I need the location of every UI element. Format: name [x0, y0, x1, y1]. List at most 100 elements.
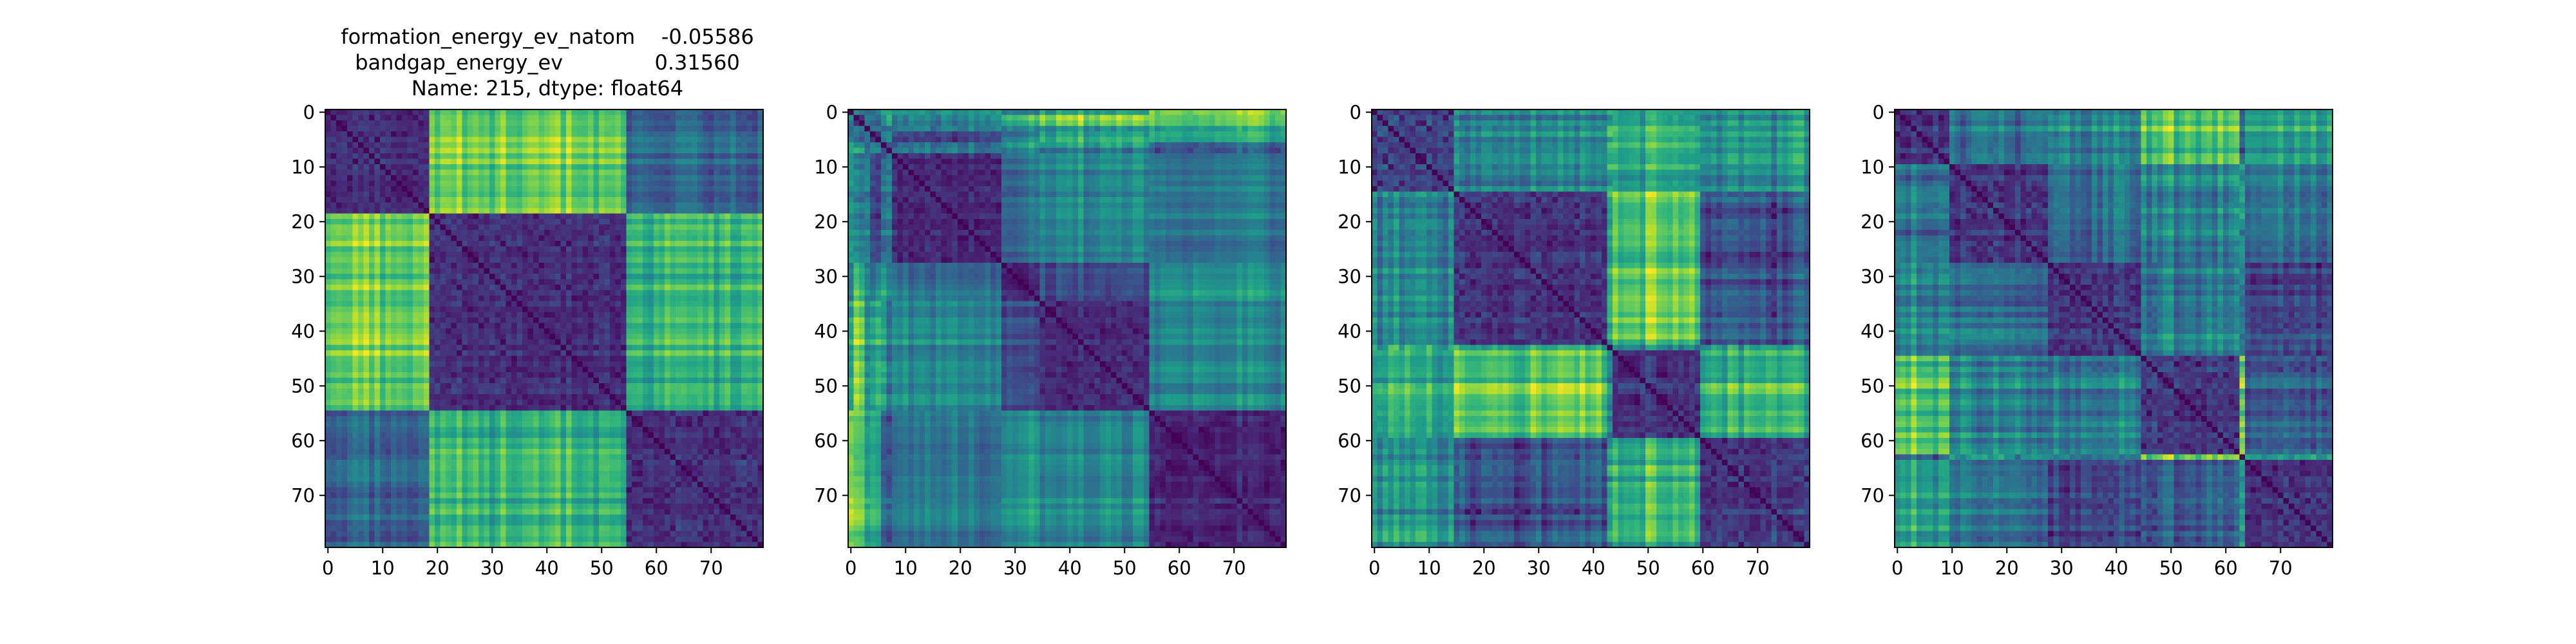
heatmap-cell	[572, 252, 578, 258]
heatmap-cell	[670, 285, 676, 290]
heatmap-cell	[440, 159, 446, 165]
heatmap-cell	[703, 328, 709, 334]
heatmap-cell	[457, 444, 462, 450]
heatmap-cell	[369, 361, 375, 367]
heatmap-cell	[561, 350, 567, 356]
heatmap-cell	[544, 258, 550, 263]
heatmap-cell	[752, 334, 758, 340]
heatmap-cell	[462, 328, 468, 334]
heatmap-cell	[457, 131, 462, 137]
heatmap-cell	[736, 334, 742, 340]
heatmap-cell	[511, 334, 517, 340]
heatmap-cell	[331, 247, 337, 252]
heatmap-cell	[331, 328, 337, 334]
heatmap-cell	[451, 247, 457, 252]
figure-title-line-2: bandgap_energy_ev 0.31560	[355, 50, 740, 75]
heatmap-cell	[621, 186, 627, 192]
heatmap-cell	[676, 356, 681, 362]
heatmap-cell	[714, 186, 720, 192]
heatmap-cell	[703, 181, 709, 187]
heatmap-cell	[533, 416, 539, 422]
heatmap-cell	[649, 186, 654, 192]
heatmap-cell	[402, 296, 408, 301]
heatmap-cell	[364, 153, 370, 159]
heatmap-cell	[638, 247, 643, 252]
heatmap-cell	[473, 279, 479, 285]
heatmap-cell	[594, 241, 600, 247]
heatmap-cell	[331, 208, 337, 214]
heatmap-cell	[435, 367, 440, 373]
heatmap-cell	[708, 339, 714, 345]
heatmap-cell	[627, 405, 632, 411]
heatmap-cell	[627, 109, 632, 115]
heatmap-cell	[708, 219, 714, 225]
heatmap-cell	[386, 339, 392, 345]
heatmap-cell	[446, 389, 451, 395]
heatmap-cell	[484, 438, 490, 444]
heatmap-cell	[681, 115, 687, 121]
heatmap-cell	[638, 197, 643, 203]
heatmap-cell	[599, 181, 605, 187]
heatmap-cell	[430, 356, 435, 362]
heatmap-cell	[413, 411, 419, 417]
heatmap-cell	[539, 208, 545, 214]
heatmap-cell	[610, 389, 616, 395]
heatmap-cell	[654, 378, 659, 384]
heatmap-cell	[539, 236, 545, 242]
heatmap-cell	[594, 131, 600, 137]
heatmap-cell	[719, 285, 725, 290]
heatmap-cell	[588, 203, 594, 209]
heatmap-cell	[643, 159, 649, 165]
heatmap-cell	[331, 350, 337, 356]
heatmap-cell	[358, 269, 364, 274]
heatmap-cell	[342, 208, 348, 214]
heatmap-cell	[599, 383, 605, 389]
heatmap-cell	[391, 126, 397, 132]
heatmap-cell	[638, 115, 643, 121]
heatmap-cell	[358, 247, 364, 252]
heatmap-cell	[473, 225, 479, 231]
heatmap-cell	[331, 323, 337, 329]
heatmap-cell	[500, 290, 506, 296]
heatmap-cell	[522, 411, 528, 417]
heatmap-cell	[632, 197, 638, 203]
heatmap-cell	[605, 438, 611, 444]
heatmap-cell	[627, 301, 632, 307]
heatmap-cell	[747, 361, 753, 367]
heatmap-cell	[627, 438, 632, 444]
heatmap-cell	[419, 159, 424, 165]
heatmap-cell	[468, 269, 473, 274]
heatmap-cell	[649, 307, 654, 312]
heatmap-cell	[555, 241, 561, 247]
heatmap-cell	[544, 383, 550, 389]
heatmap-cell	[336, 175, 342, 181]
heatmap-cell	[347, 328, 353, 334]
heatmap-cell	[550, 301, 556, 307]
heatmap-cell	[616, 241, 621, 247]
heatmap-cell	[353, 153, 359, 159]
heatmap-cell	[380, 274, 386, 279]
heatmap-cell	[358, 301, 364, 307]
heatmap-cell	[451, 159, 457, 165]
heatmap-cell	[473, 120, 479, 126]
heatmap-cell	[632, 361, 638, 367]
heatmap-cell	[736, 214, 742, 220]
heatmap-cell	[665, 444, 670, 450]
heatmap-cell	[457, 389, 462, 395]
heatmap-cell	[478, 317, 484, 323]
heatmap-cell	[430, 197, 435, 203]
heatmap-cell	[364, 334, 370, 340]
heatmap-cell	[506, 372, 512, 378]
heatmap-cell	[616, 323, 621, 329]
heatmap-cell	[616, 230, 621, 236]
heatmap-cell	[364, 230, 370, 236]
heatmap-cell	[555, 197, 561, 203]
heatmap-cell	[380, 285, 386, 290]
heatmap-cell	[572, 164, 578, 170]
heatmap-cell	[550, 433, 556, 439]
heatmap-cell	[440, 416, 446, 422]
heatmap-cell	[605, 356, 611, 362]
heatmap-cell	[364, 247, 370, 252]
heatmap-cell	[364, 367, 370, 373]
heatmap-cell	[522, 120, 528, 126]
